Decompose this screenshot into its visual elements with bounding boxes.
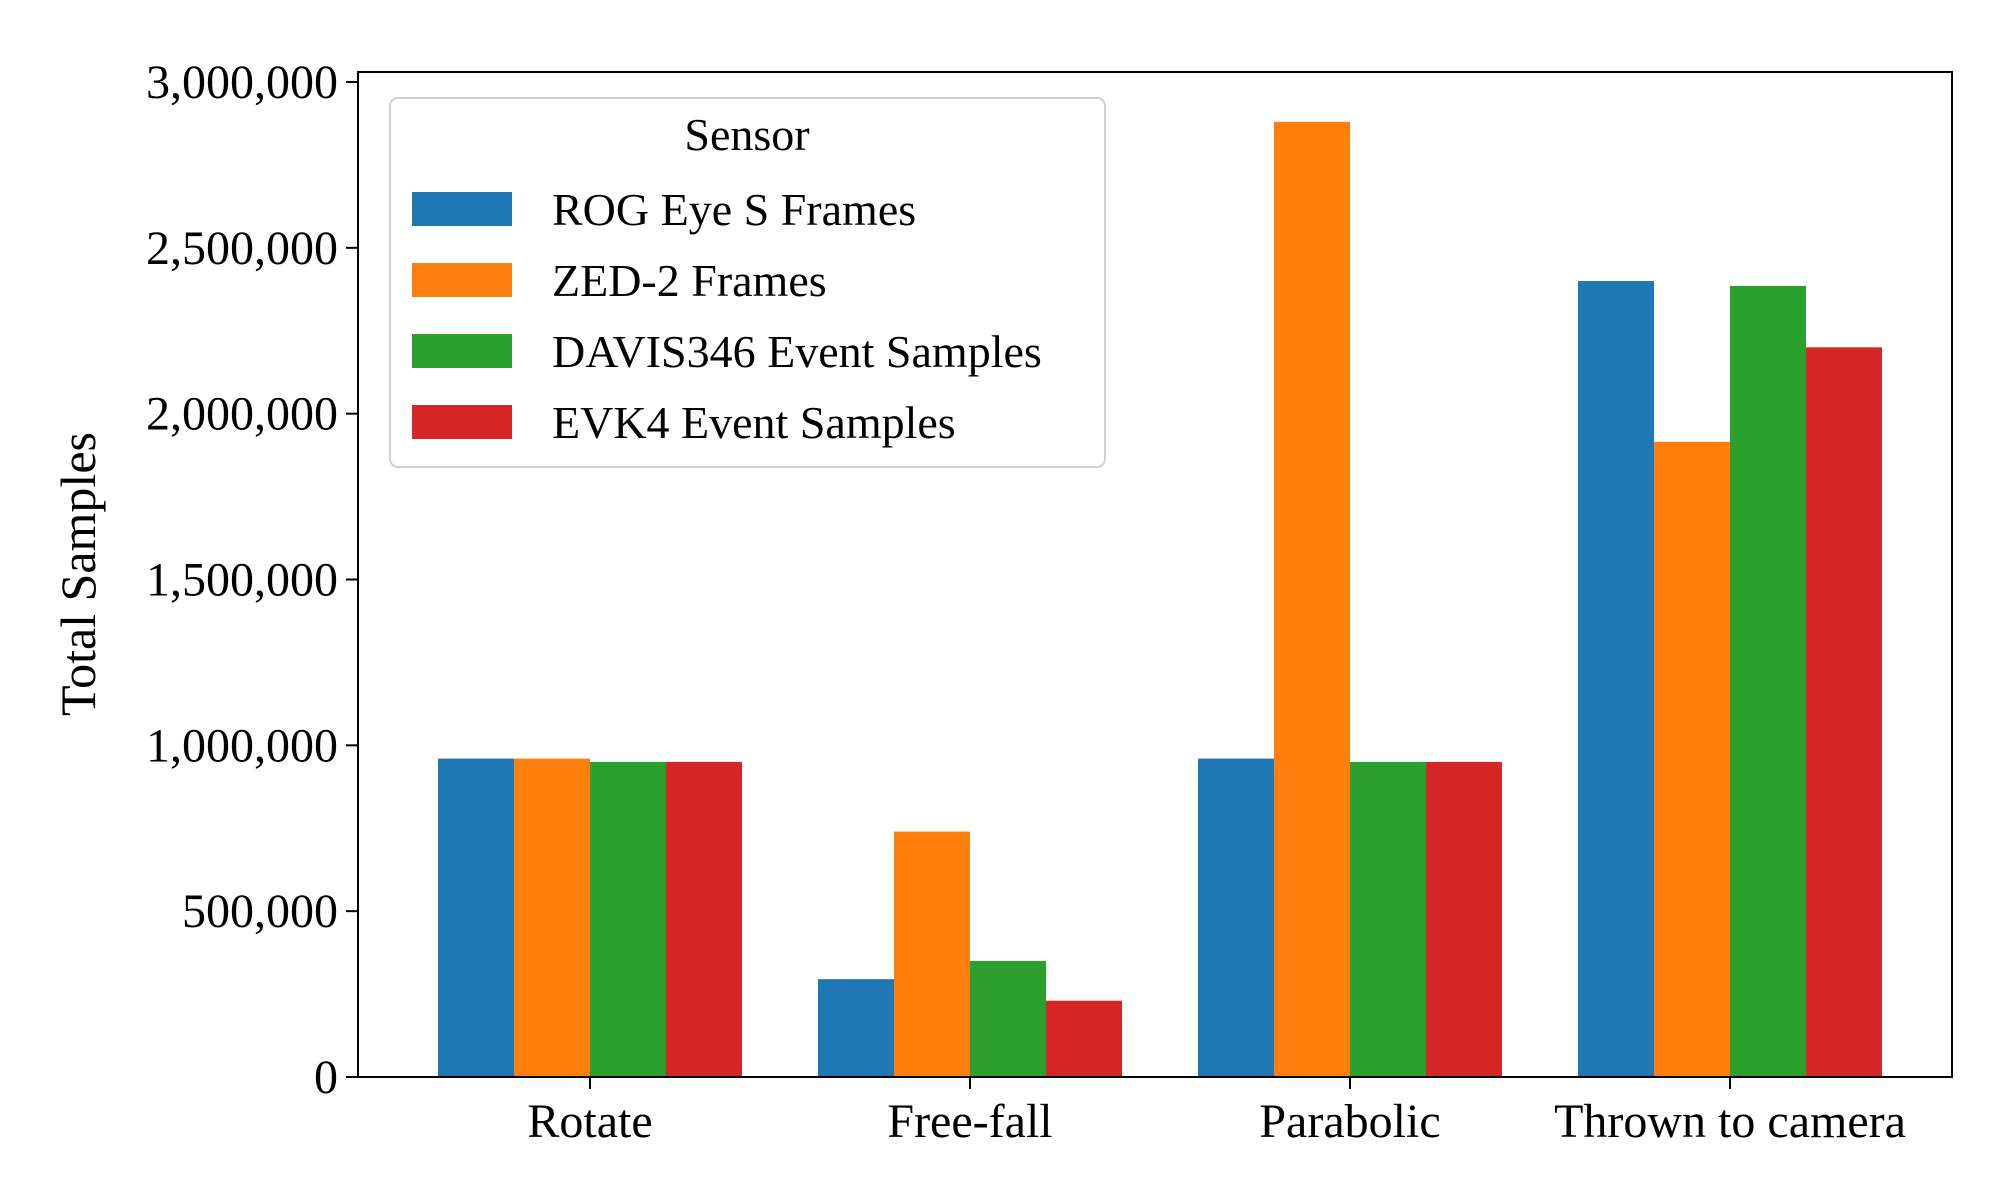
x-axis: Rotate Free-fall Parabolic Thrown to camera: [527, 1077, 1906, 1148]
y-tick-label: 3,000,000: [146, 56, 338, 109]
y-axis-title: Total Samples: [50, 432, 106, 716]
y-tick-label: 2,000,000: [146, 388, 338, 441]
bar-zed-2-frames-thrown-to-camera: [1654, 441, 1730, 1077]
bar-rog-eye-s-frames-parabolic: [1198, 758, 1274, 1077]
y-axis: 0 500,000 1,000,000 1,500,000 2,000,000 2,500…: [146, 56, 358, 1104]
legend-box: [389, 97, 1106, 468]
legend: Sensor ROG Eye S Frames ZED-2 Frames DAVIS…: [389, 97, 1106, 468]
bar-rog-eye-s-frames-rotate: [438, 758, 514, 1077]
legend-swatch: [412, 334, 512, 368]
bar-evk4-event-samples-parabolic: [1426, 761, 1502, 1077]
bar-davis346-event-samples-rotate: [590, 761, 666, 1077]
legend-swatch: [412, 263, 512, 297]
bar-rog-eye-s-frames-free-fall: [818, 979, 894, 1077]
x-tick-label: Free-fall: [887, 1095, 1052, 1148]
legend-swatch: [412, 192, 512, 226]
bars-layer: [438, 121, 1882, 1078]
x-tick-label: Rotate: [527, 1095, 652, 1148]
y-tick-label: 1,000,000: [146, 719, 338, 772]
y-tick-label: 2,500,000: [146, 222, 338, 275]
x-tick-label: Thrown to camera: [1554, 1095, 1906, 1148]
bar-davis346-event-samples-free-fall: [970, 960, 1046, 1077]
x-tick-label: Parabolic: [1259, 1095, 1440, 1148]
legend-label: ROG Eye S Frames: [552, 184, 916, 235]
legend-label: EVK4 Event Samples: [552, 397, 956, 448]
bar-davis346-event-samples-parabolic: [1350, 761, 1426, 1077]
legend-label: ZED-2 Frames: [552, 255, 827, 306]
bar-davis346-event-samples-thrown-to-camera: [1730, 285, 1806, 1078]
plot-frame: [357, 71, 1953, 1078]
bar-evk4-event-samples-free-fall: [1046, 1000, 1122, 1077]
y-tick-label: 0: [314, 1051, 338, 1104]
y-tick-label: 1,500,000: [146, 554, 338, 607]
legend-items: ROG Eye S Frames ZED-2 Frames DAVIS346 Eve…: [412, 184, 1042, 448]
y-tick-label: 500,000: [182, 885, 338, 938]
legend-swatch: [412, 405, 512, 439]
bar-zed-2-frames-rotate: [514, 758, 590, 1077]
bar-evk4-event-samples-rotate: [666, 761, 742, 1077]
bar-rog-eye-s-frames-thrown-to-camera: [1578, 281, 1654, 1077]
bar-zed-2-frames-parabolic: [1274, 121, 1350, 1078]
legend-label: DAVIS346 Event Samples: [552, 326, 1042, 377]
bar-evk4-event-samples-thrown-to-camera: [1806, 347, 1882, 1077]
bar-zed-2-frames-free-fall: [894, 831, 970, 1077]
legend-title: Sensor: [684, 109, 809, 160]
